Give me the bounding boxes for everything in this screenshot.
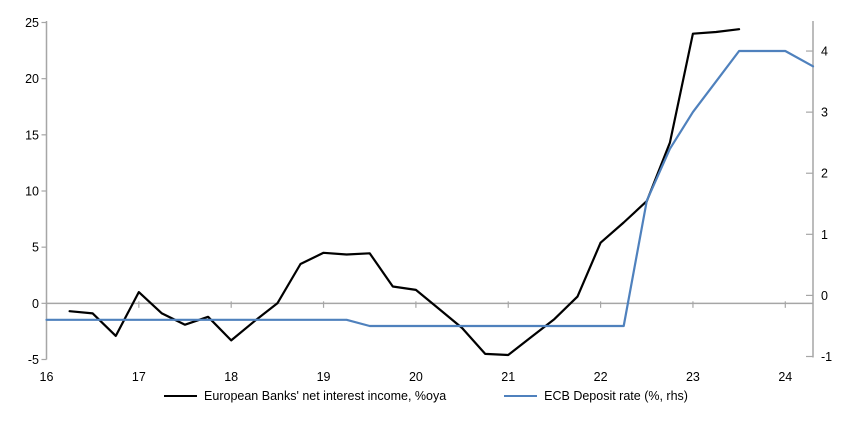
series-line-net-interest-income bbox=[68, 28, 741, 357]
y-right-tick-label: 1 bbox=[821, 228, 828, 242]
y-left-tick-label: 10 bbox=[25, 185, 39, 199]
x-tick-label: 17 bbox=[132, 370, 146, 384]
y-right-tick-label: 3 bbox=[821, 106, 828, 120]
legend-item-ecb-deposit-rate: ECB Deposit rate (%, rhs) bbox=[504, 389, 688, 403]
y-left-tick-label: 20 bbox=[25, 72, 39, 86]
x-tick-label: 20 bbox=[409, 370, 423, 384]
y-left-tick-label: 15 bbox=[25, 128, 39, 142]
y-right-tick-label: 0 bbox=[821, 289, 828, 303]
legend-line-sample-blue bbox=[504, 395, 538, 397]
y-right-tick-label: 2 bbox=[821, 167, 828, 181]
legend-label-net-interest-income: European Banks' net interest income, %oy… bbox=[204, 389, 447, 403]
x-tick-label: 16 bbox=[40, 370, 54, 384]
x-tick-label: 19 bbox=[317, 370, 331, 384]
y-left-tick-label: 25 bbox=[25, 16, 39, 30]
y-left-tick-label: -5 bbox=[28, 353, 39, 367]
x-tick-label: 21 bbox=[501, 370, 515, 384]
y-left-tick-label: 0 bbox=[32, 297, 39, 311]
y-right-tick-label: -1 bbox=[821, 350, 832, 364]
x-tick-label: 24 bbox=[778, 370, 792, 384]
x-tick-label: 23 bbox=[686, 370, 700, 384]
legend: European Banks' net interest income, %oy… bbox=[0, 389, 852, 403]
y-left-tick-label: 5 bbox=[32, 241, 39, 255]
legend-label-ecb-deposit-rate: ECB Deposit rate (%, rhs) bbox=[544, 389, 688, 403]
x-tick-label: 22 bbox=[594, 370, 608, 384]
y-right-tick-label: 4 bbox=[821, 45, 828, 59]
x-tick-label: 18 bbox=[224, 370, 238, 384]
legend-item-net-interest-income: European Banks' net interest income, %oy… bbox=[164, 389, 446, 403]
legend-line-sample-black bbox=[164, 395, 198, 397]
series-line-ecb-deposit-rate bbox=[45, 49, 815, 328]
